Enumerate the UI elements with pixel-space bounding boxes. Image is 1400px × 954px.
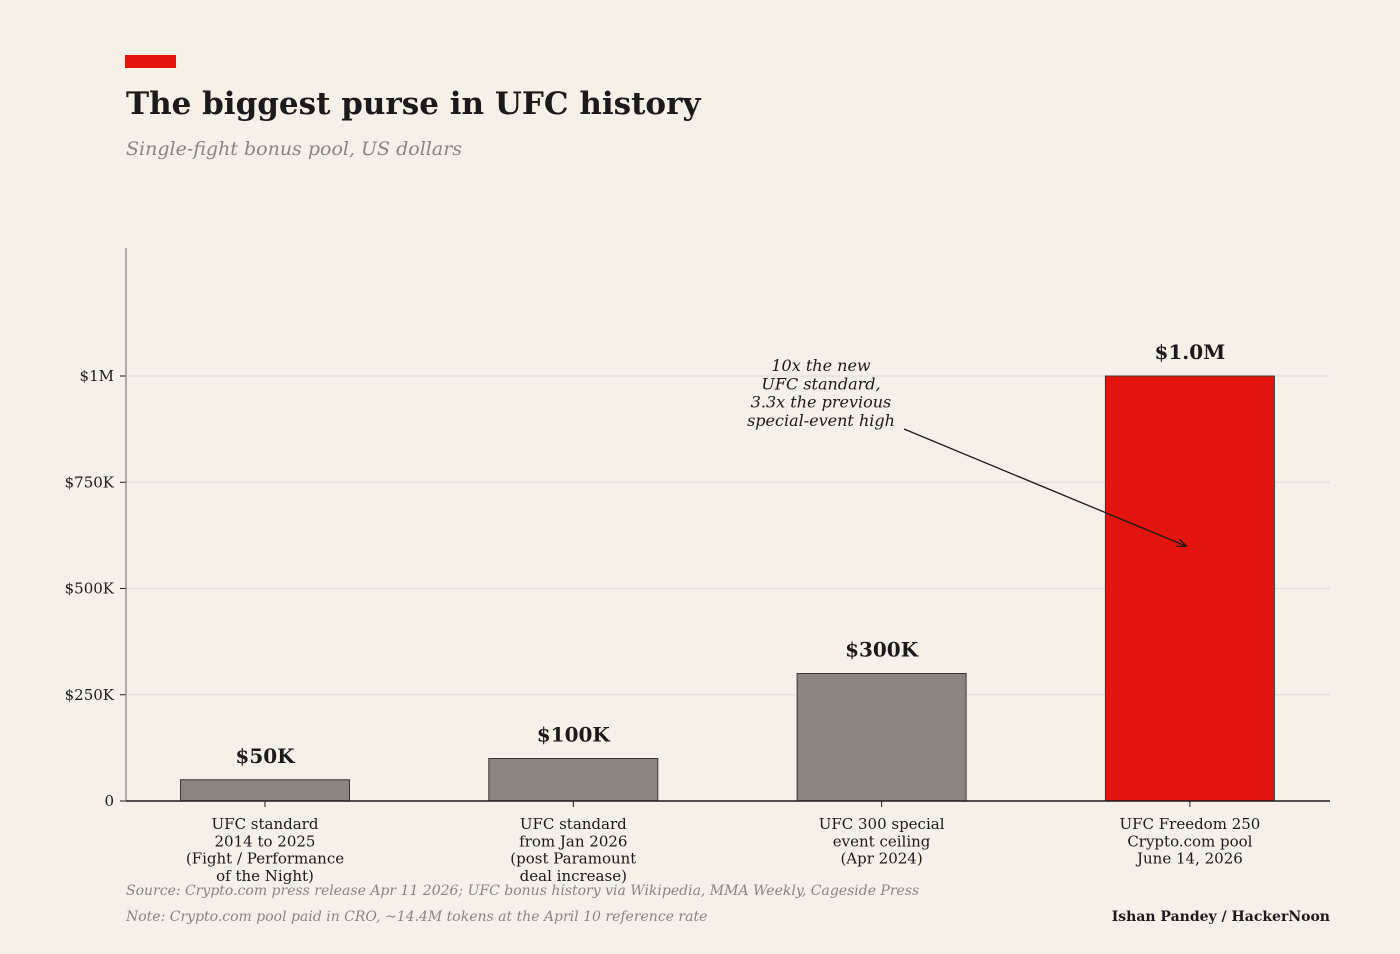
bar-3 — [1104, 375, 1275, 802]
y-tick-label-4: $1M — [80, 367, 114, 385]
source-note: Source: Crypto.com press release Apr 11 … — [126, 883, 920, 899]
data-label-1: $100K — [537, 723, 611, 747]
byline: Ishan Pandey / HackerNoon — [1111, 909, 1330, 925]
y-tick-label-3: $750K — [65, 473, 115, 491]
y-tick-label-1: $250K — [65, 686, 115, 704]
category-label-2: UFC 300 special event ceiling (Apr 2024) — [819, 815, 945, 868]
bar-1 — [488, 758, 659, 802]
category-label-3: UFC Freedom 250 Crypto.com pool June 14, 2… — [1119, 815, 1260, 868]
accent-bar — [125, 55, 176, 68]
bar-0 — [180, 779, 350, 802]
footnote: Note: Crypto.com pool paid in CRO, ~14.4… — [126, 909, 708, 925]
chart-title: The biggest purse in UFC history — [126, 86, 701, 122]
category-label-1: UFC standard from Jan 2026 (post Paramount… — [510, 815, 636, 885]
y-tick-label-2: $500K — [65, 580, 115, 598]
data-label-2: $300K — [845, 638, 919, 662]
chart-subtitle: Single-fight bonus pool, US dollars — [126, 138, 463, 160]
annotation-arrow — [903, 428, 1186, 546]
annotation-text: 10x the new UFC standard, 3.3x the previou… — [747, 356, 895, 430]
bar-2 — [796, 673, 967, 802]
data-label-3: $1.0M — [1154, 340, 1225, 364]
data-label-0: $50K — [235, 744, 295, 768]
y-tick-label-0: 0 — [104, 792, 114, 810]
category-label-0: UFC standard 2014 to 2025 (Fight / Perform… — [186, 815, 344, 885]
